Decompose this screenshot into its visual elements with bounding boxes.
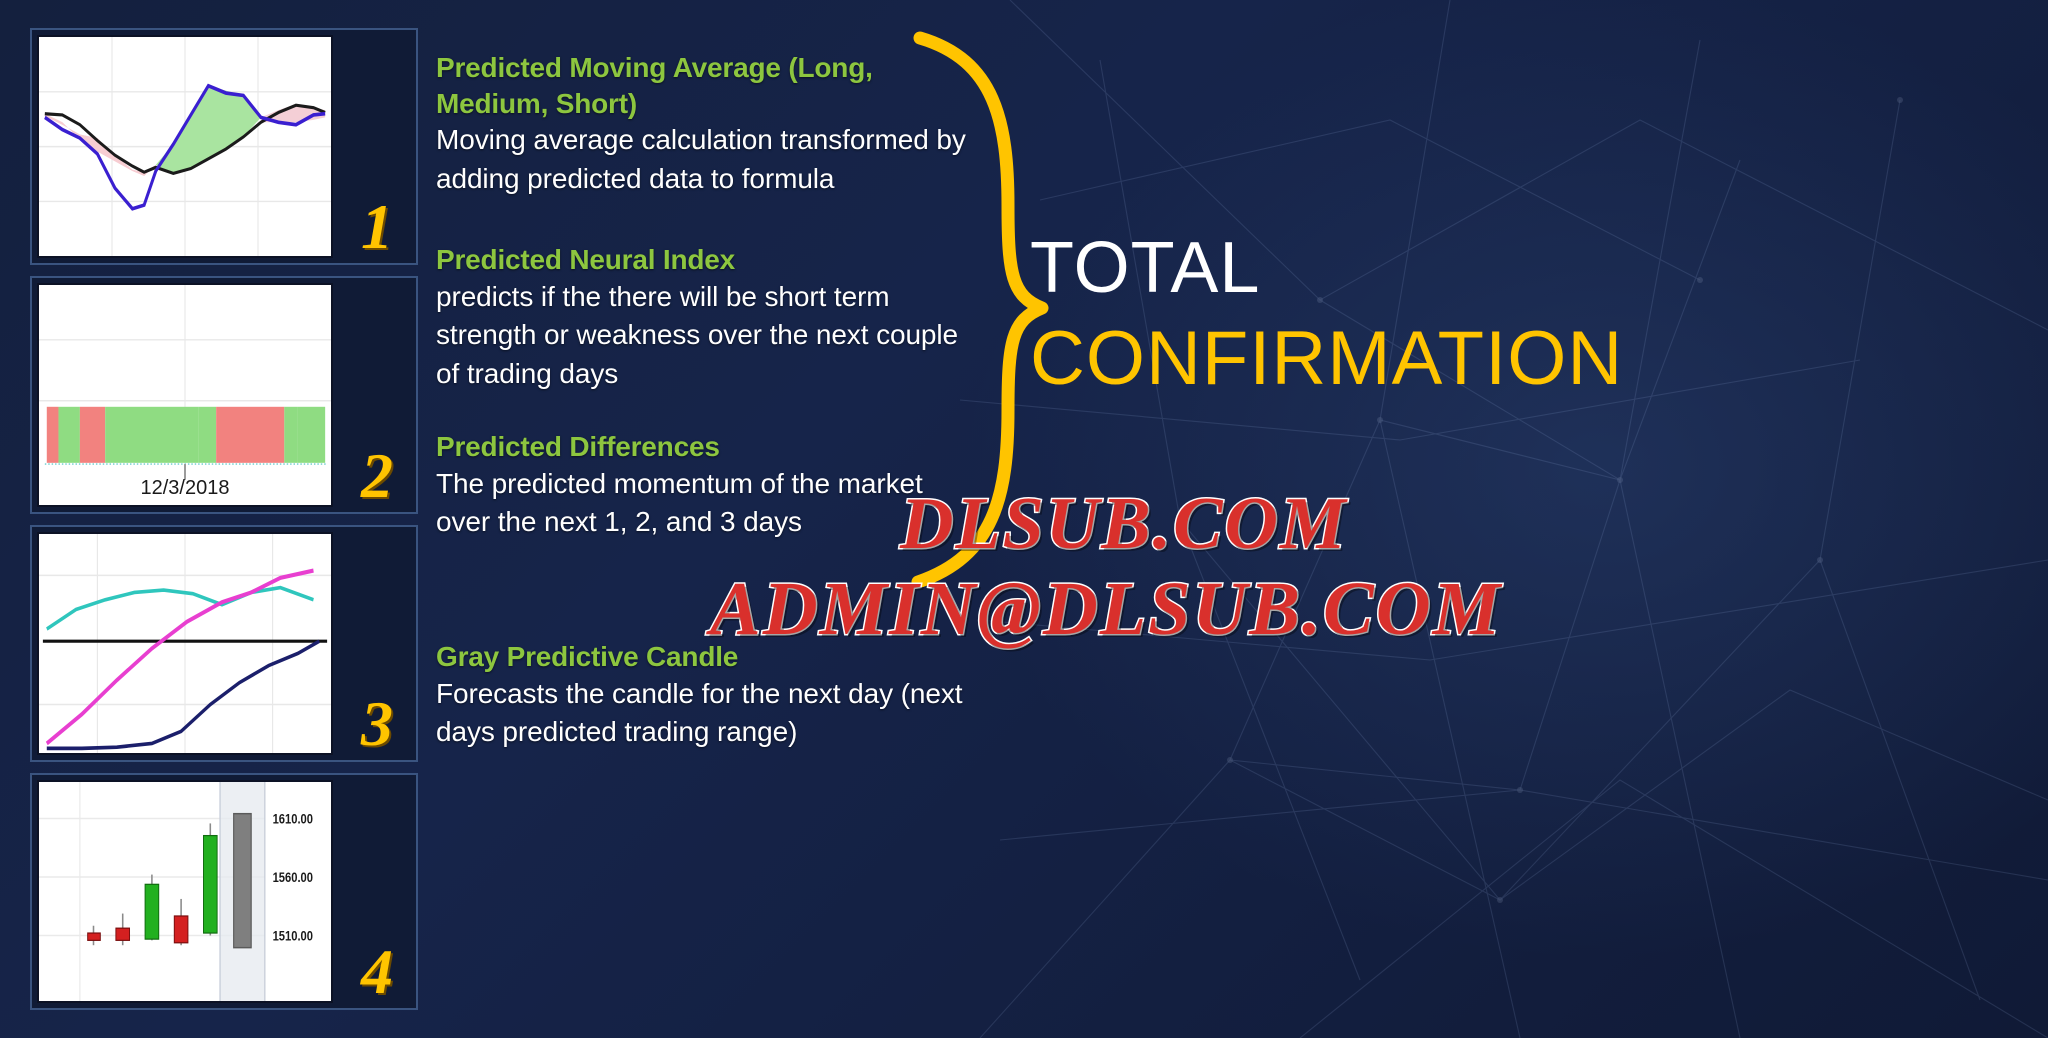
headline-line-2: CONFIRMATION <box>1030 316 1624 401</box>
gray-predictive-candle <box>233 812 252 949</box>
panel-neural-index[interactable]: 12/3/2018 2 <box>30 276 418 514</box>
step-description-3: Predicted Differences The predicted mome… <box>436 429 976 542</box>
neural-index-chart[interactable]: 12/3/2018 <box>37 283 333 507</box>
predicted-ma-line <box>44 83 326 211</box>
step-description-list: Predicted Moving Average (Long, Medium, … <box>436 44 976 1014</box>
candles <box>87 812 252 949</box>
step-number-2: 2 <box>361 439 393 511</box>
step-number-3: 3 <box>361 687 393 759</box>
step-heading-4: Gray Predictive Candle <box>436 641 739 672</box>
predictive-candle-chart[interactable]: 1610.00 1560.00 1510.00 <box>37 779 333 1003</box>
bullish-fill <box>155 85 261 174</box>
panel-predictive-candle[interactable]: 1610.00 1560.00 1510.00 4 <box>30 772 418 1010</box>
chart-panel-list: 1 <box>30 28 418 1010</box>
step-description-1: Predicted Moving Average (Long, Medium, … <box>436 50 976 198</box>
moving-average-chart[interactable] <box>37 35 333 259</box>
diff-2day-line <box>46 585 314 631</box>
step-heading-2: Predicted Neural Index <box>436 244 736 275</box>
predicted-differences-chart[interactable] <box>37 531 333 755</box>
headline-line-1: TOTAL <box>1030 228 1261 308</box>
svg-text:1560.00: 1560.00 <box>273 869 313 884</box>
step-body-4: Forecasts the candle for the next day (n… <box>436 677 963 748</box>
step-number-4: 4 <box>361 936 393 1007</box>
step-body-2: predicts if the there will be short term… <box>436 280 958 389</box>
svg-text:1510.00: 1510.00 <box>273 928 313 943</box>
price-axis-labels: 1610.00 1560.00 1510.00 <box>273 811 313 943</box>
step-number-1: 1 <box>361 191 393 263</box>
step-body-3: The predicted momentum of the market ove… <box>436 467 923 538</box>
headline: TOTAL CONFIRMATION <box>1030 232 2030 401</box>
watermark-site: DLSUB.COM <box>899 482 1348 567</box>
panel-moving-average[interactable]: 1 <box>30 28 418 266</box>
step-body-1: Moving average calculation transformed b… <box>436 124 966 194</box>
step-description-4: Gray Predictive Candle Forecasts the can… <box>436 639 976 752</box>
step-heading-3: Predicted Differences <box>436 431 720 462</box>
watermark-email: ADMIN@DLSUB.COM <box>708 566 1503 653</box>
neural-index-date-label: 12/3/2018 <box>140 476 230 499</box>
neural-index-bars <box>46 407 326 464</box>
svg-text:1610.00: 1610.00 <box>273 811 313 826</box>
diff-1day-line <box>45 568 314 745</box>
panel-predicted-differences[interactable]: 3 <box>30 524 418 762</box>
standard-ma-line <box>44 103 326 176</box>
diff-3day-line <box>46 639 320 750</box>
step-heading-1: Predicted Moving Average (Long, Medium, … <box>436 52 873 119</box>
step-description-2: Predicted Neural Index predicts if the t… <box>436 242 976 393</box>
